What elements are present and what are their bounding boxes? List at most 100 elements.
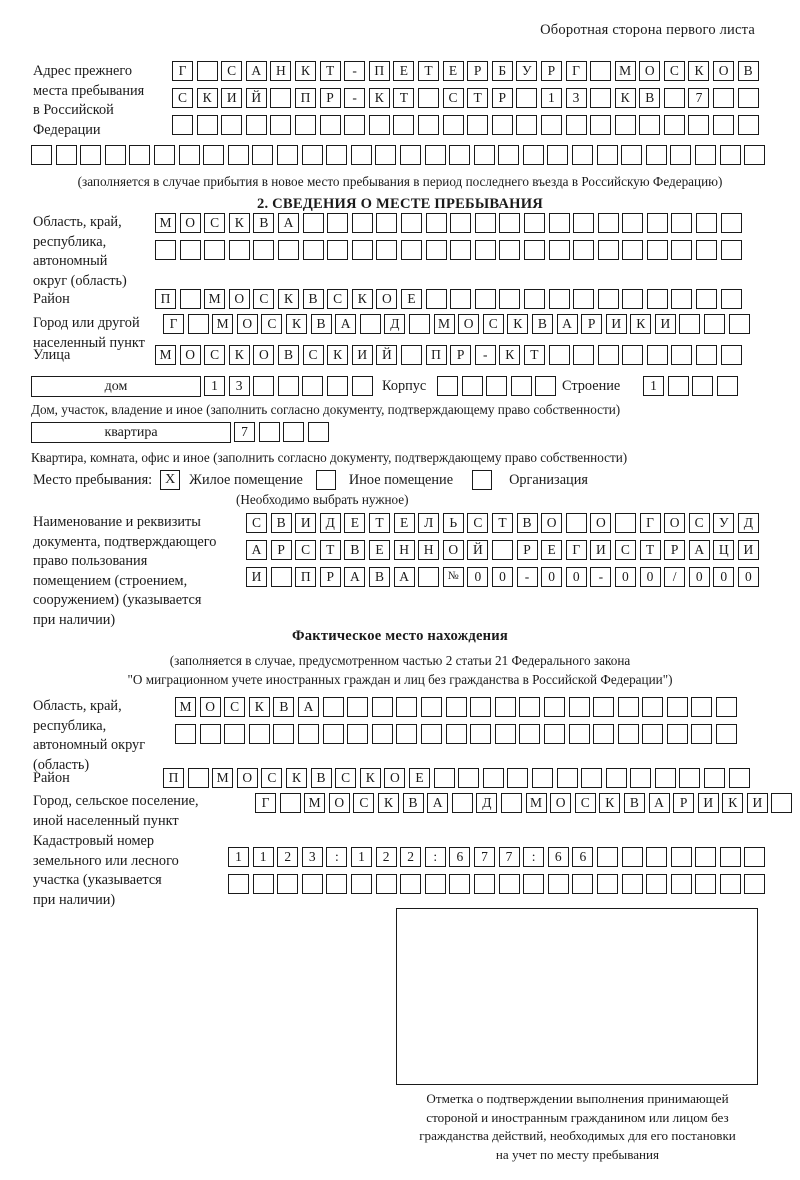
form-cell[interactable]	[425, 213, 447, 233]
form-cell[interactable]: Ц	[713, 540, 735, 560]
form-cell[interactable]	[696, 240, 718, 260]
form-cell[interactable]: О	[199, 697, 221, 717]
form-cell[interactable]: П	[368, 61, 390, 81]
form-cell[interactable]	[461, 376, 483, 396]
form-cell[interactable]: К	[688, 61, 710, 81]
form-cell[interactable]	[494, 724, 516, 744]
form-cell[interactable]	[573, 213, 595, 233]
form-cell[interactable]	[617, 724, 639, 744]
form-cell[interactable]: И	[746, 793, 768, 813]
form-cell[interactable]	[596, 874, 618, 894]
form-cell[interactable]	[347, 697, 369, 717]
form-cell[interactable]	[670, 145, 692, 165]
form-cell[interactable]	[522, 145, 544, 165]
form-cell[interactable]	[400, 213, 422, 233]
form-cell[interactable]: Г	[639, 513, 661, 533]
form-cell[interactable]: К	[248, 697, 270, 717]
form-cell[interactable]: П	[295, 567, 317, 587]
form-cell[interactable]: Н	[418, 540, 440, 560]
form-cell[interactable]: 2	[400, 847, 422, 867]
form-cell[interactable]	[327, 213, 349, 233]
form-cell[interactable]: Н	[270, 61, 292, 81]
form-cell[interactable]	[351, 376, 373, 396]
form-cell[interactable]	[417, 88, 439, 108]
form-cell[interactable]	[573, 240, 595, 260]
form-cell[interactable]: С	[663, 61, 685, 81]
form-cell[interactable]: 3	[301, 847, 323, 867]
form-cell[interactable]	[450, 213, 472, 233]
stay-option-1-checkbox[interactable]	[315, 470, 336, 490]
form-cell[interactable]	[350, 145, 372, 165]
form-cell[interactable]: 1	[228, 847, 249, 867]
form-cell[interactable]: 7	[473, 847, 495, 867]
form-cell[interactable]: И	[737, 540, 759, 560]
form-cell[interactable]	[605, 768, 627, 788]
form-cell[interactable]: Р	[664, 540, 686, 560]
form-cell[interactable]: О	[328, 793, 350, 813]
form-cell[interactable]	[375, 874, 397, 894]
form-cell[interactable]: С	[204, 345, 226, 365]
form-cell[interactable]: Т	[319, 540, 341, 560]
form-cell[interactable]: Б	[491, 61, 513, 81]
form-cell[interactable]: С	[204, 213, 226, 233]
form-cell[interactable]	[565, 115, 587, 135]
form-cell[interactable]	[667, 376, 689, 396]
form-cell[interactable]	[679, 768, 701, 788]
form-cell[interactable]	[470, 697, 492, 717]
form-cell[interactable]	[642, 724, 664, 744]
form-cell[interactable]	[319, 115, 341, 135]
form-cell[interactable]: №	[442, 567, 464, 587]
form-cell[interactable]: 0	[467, 567, 489, 587]
form-cell[interactable]: К	[351, 289, 373, 309]
form-cell[interactable]	[179, 289, 201, 309]
form-cell[interactable]: М	[175, 697, 196, 717]
form-cell[interactable]: У	[516, 61, 538, 81]
form-cell[interactable]	[617, 697, 639, 717]
form-cell[interactable]	[719, 874, 741, 894]
form-cell[interactable]: Р	[491, 88, 513, 108]
form-cell[interactable]	[663, 115, 685, 135]
form-cell[interactable]: В	[623, 793, 645, 813]
form-cell[interactable]: В	[302, 289, 324, 309]
form-cell[interactable]	[277, 240, 299, 260]
form-cell[interactable]: А	[556, 314, 578, 334]
form-cell[interactable]	[593, 724, 615, 744]
form-cell[interactable]	[696, 213, 718, 233]
form-cell[interactable]	[204, 240, 226, 260]
form-cell[interactable]	[744, 847, 766, 867]
form-cell[interactable]: М	[614, 61, 636, 81]
form-cell[interactable]	[510, 376, 532, 396]
form-cell[interactable]: С	[224, 697, 246, 717]
form-cell[interactable]: Е	[541, 540, 563, 560]
form-cell[interactable]	[326, 145, 348, 165]
form-cell[interactable]: А	[246, 540, 267, 560]
form-cell[interactable]: Й	[376, 345, 398, 365]
form-cell[interactable]: Е	[442, 61, 464, 81]
form-cell[interactable]	[351, 240, 373, 260]
form-cell[interactable]	[670, 874, 692, 894]
form-cell[interactable]: В	[273, 697, 295, 717]
form-cell[interactable]: И	[605, 314, 627, 334]
form-cell[interactable]: К	[228, 213, 250, 233]
form-cell[interactable]	[400, 240, 422, 260]
form-cell[interactable]: П	[425, 345, 447, 365]
form-cell[interactable]	[491, 115, 513, 135]
form-cell[interactable]	[376, 213, 398, 233]
form-cell[interactable]	[252, 145, 274, 165]
form-cell[interactable]: С	[246, 513, 267, 533]
form-cell[interactable]	[450, 240, 472, 260]
form-cell[interactable]	[737, 115, 759, 135]
form-cell[interactable]: С	[688, 513, 710, 533]
form-cell[interactable]	[523, 213, 545, 233]
form-cell[interactable]: Т	[467, 88, 489, 108]
form-cell[interactable]: :	[424, 847, 446, 867]
form-cell[interactable]	[597, 213, 619, 233]
form-cell[interactable]: Д	[384, 314, 406, 334]
form-cell[interactable]	[719, 847, 741, 867]
form-cell[interactable]	[371, 724, 393, 744]
form-cell[interactable]	[450, 289, 472, 309]
form-cell[interactable]	[425, 289, 447, 309]
form-cell[interactable]: К	[285, 768, 307, 788]
